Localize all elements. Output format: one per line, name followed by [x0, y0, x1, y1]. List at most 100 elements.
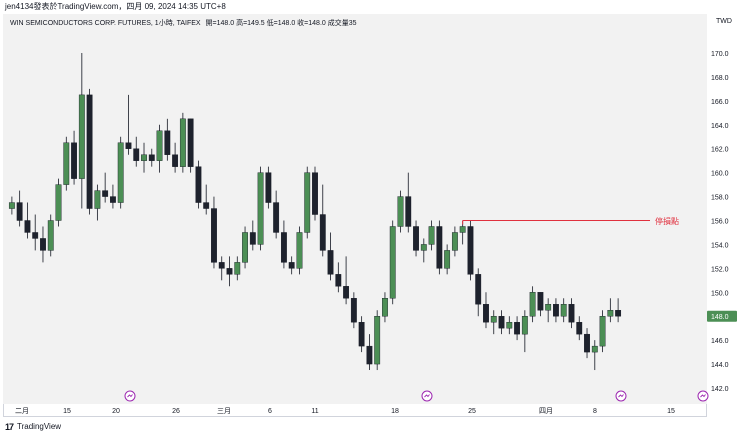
candle [312, 166, 318, 221]
candle-body [296, 232, 303, 269]
candle-body [141, 154, 147, 161]
price-tick-label: 146.0 [711, 338, 729, 345]
candle-body [389, 226, 396, 299]
earnings-event-icon[interactable] [615, 390, 627, 402]
candle [133, 136, 140, 167]
candle-body [133, 148, 140, 161]
candle [413, 220, 419, 257]
candle [16, 190, 23, 227]
candle-body [343, 286, 350, 299]
price-axis-labels: 142.0 144.0 146.0 148.0 150.0 152.0 154.0 156.0… [707, 51, 737, 393]
candle [86, 88, 93, 215]
price-tick-label: 170.0 [711, 51, 729, 58]
candle-body [514, 321, 520, 335]
dividend-event-icon[interactable] [421, 390, 433, 402]
candle [141, 142, 147, 173]
candle [599, 310, 606, 353]
candle [319, 184, 326, 257]
candle-body [459, 226, 466, 233]
footer: 17 TradingView [5, 420, 61, 434]
time-axis-labels: 二月 15 20 26 三月 6 11 18 25 四月 8 15 [15, 407, 675, 415]
candle-body [467, 226, 474, 275]
candle [366, 334, 373, 371]
candle [125, 94, 132, 155]
candle [55, 178, 62, 227]
candle-body [47, 220, 54, 251]
candle [483, 292, 489, 329]
candle-body [110, 196, 116, 203]
candle [288, 256, 295, 275]
dividend-event-icon[interactable] [124, 390, 136, 402]
candle-body [319, 214, 326, 251]
time-tick-label: 二月 [15, 407, 29, 415]
candle [257, 166, 264, 251]
candle-body [506, 321, 513, 329]
candle [94, 184, 101, 221]
candle-body [591, 345, 598, 353]
time-tick-label: 11 [311, 408, 318, 415]
candle-body [179, 118, 186, 167]
candle-body [304, 172, 311, 233]
candle-body [366, 345, 373, 365]
candle [436, 220, 443, 275]
candle [467, 220, 474, 281]
candle-body [428, 226, 435, 245]
candle [218, 256, 225, 281]
candle [117, 136, 124, 209]
candle [265, 166, 272, 209]
candle [335, 262, 342, 293]
candle-body [172, 154, 179, 167]
candle [24, 202, 31, 239]
candle-body [32, 232, 39, 239]
candle [444, 244, 451, 275]
candle-body [560, 304, 567, 317]
candle-body [55, 184, 62, 221]
candle [327, 232, 334, 281]
candle-body [568, 304, 575, 323]
candle [172, 142, 179, 173]
candle-body [451, 232, 458, 251]
candle [226, 256, 233, 287]
candle [529, 286, 536, 323]
time-tick-label: 8 [593, 408, 597, 415]
price-tick-label: 168.0 [711, 75, 729, 82]
candle [584, 328, 590, 359]
candle [591, 340, 598, 371]
candle-body [117, 142, 124, 203]
events-layer [124, 390, 709, 402]
currency-label[interactable]: TWD [716, 18, 732, 25]
candle-body [405, 196, 412, 227]
price-tick-label: 142.0 [711, 386, 729, 393]
publish-info: jen4134發表於TradingView.com，四月 09, 2024 14… [5, 2, 226, 11]
candle-body [211, 208, 217, 263]
candle-body [288, 262, 295, 269]
price-tick-label: 158.0 [711, 195, 729, 202]
dividend-event-icon[interactable] [697, 390, 709, 402]
candle-body [63, 142, 70, 185]
candle [148, 148, 155, 167]
candle-body [86, 94, 93, 209]
candle-body [148, 154, 155, 161]
candle [273, 190, 280, 239]
candle [545, 298, 552, 323]
candle [78, 53, 85, 209]
candle-body [40, 238, 46, 251]
candle-body [545, 304, 552, 311]
time-tick-label: 25 [468, 408, 476, 415]
candle [358, 316, 365, 353]
candle-body [312, 172, 318, 215]
candle-body [102, 190, 109, 197]
candle [521, 310, 528, 353]
candle-body [498, 316, 505, 329]
candle [195, 160, 202, 209]
time-tick-label: 四月 [539, 407, 553, 415]
candle [490, 310, 497, 335]
price-tick-label: 164.0 [711, 123, 729, 130]
candle [47, 214, 54, 257]
candle [389, 220, 396, 305]
symbol-legend: WIN SEMICONDUCTORS CORP. FUTURES, 1小時, T… [10, 18, 357, 28]
candle-body [125, 142, 132, 149]
price-tick-label: 144.0 [711, 362, 729, 369]
candle [553, 298, 559, 323]
